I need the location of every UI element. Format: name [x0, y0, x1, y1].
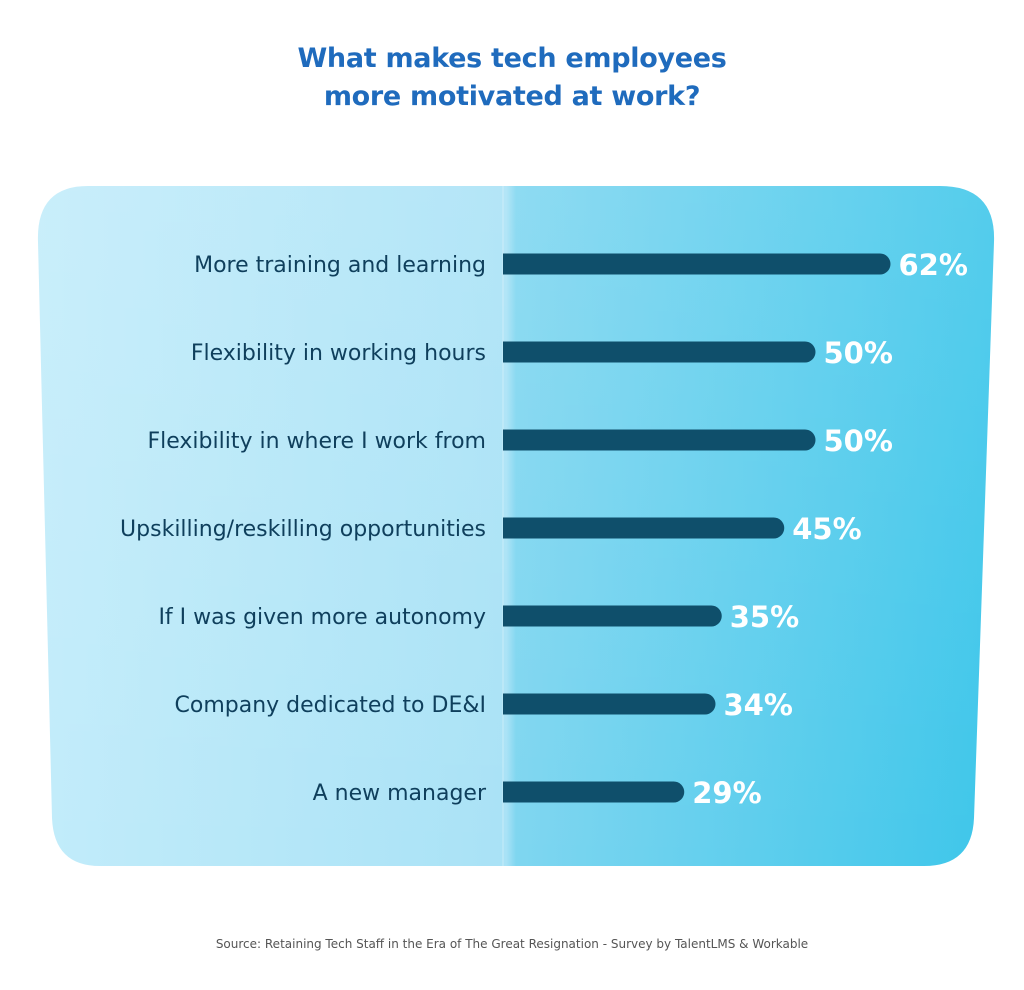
bar — [503, 429, 816, 451]
category-label: If I was given more autonomy — [158, 605, 486, 630]
bar — [503, 253, 891, 275]
value-label: 29% — [692, 776, 761, 810]
bar-base — [503, 517, 524, 539]
value-label: 50% — [824, 336, 893, 370]
category-label: Company dedicated to DE&I — [175, 693, 487, 718]
bar — [503, 517, 785, 539]
bar — [503, 605, 722, 627]
bar — [503, 693, 716, 715]
category-label: Flexibility in where I work from — [147, 429, 486, 454]
bar-base — [503, 341, 524, 363]
category-label: More training and learning — [194, 253, 486, 278]
chart-title-line-1: What makes tech employees — [297, 43, 727, 74]
value-label: 62% — [899, 248, 968, 282]
category-label: Flexibility in working hours — [191, 341, 486, 366]
source-note: Source: Retaining Tech Staff in the Era … — [215, 937, 809, 951]
bar — [503, 781, 685, 803]
bar-base — [503, 693, 524, 715]
category-label: Upskilling/reskilling opportunities — [120, 517, 486, 542]
category-label: A new manager — [313, 781, 487, 806]
value-label: 34% — [724, 688, 793, 722]
bar — [503, 341, 816, 363]
bar-base — [503, 605, 524, 627]
chart-title: What makes tech employees more motivated… — [0, 40, 1024, 116]
value-label: 45% — [792, 512, 861, 546]
bar-base — [503, 429, 524, 451]
chart-title-line-2: more motivated at work? — [323, 81, 701, 112]
value-label: 50% — [824, 424, 893, 458]
bar-base — [503, 253, 524, 275]
value-label: 35% — [730, 600, 799, 634]
bar-base — [503, 781, 524, 803]
